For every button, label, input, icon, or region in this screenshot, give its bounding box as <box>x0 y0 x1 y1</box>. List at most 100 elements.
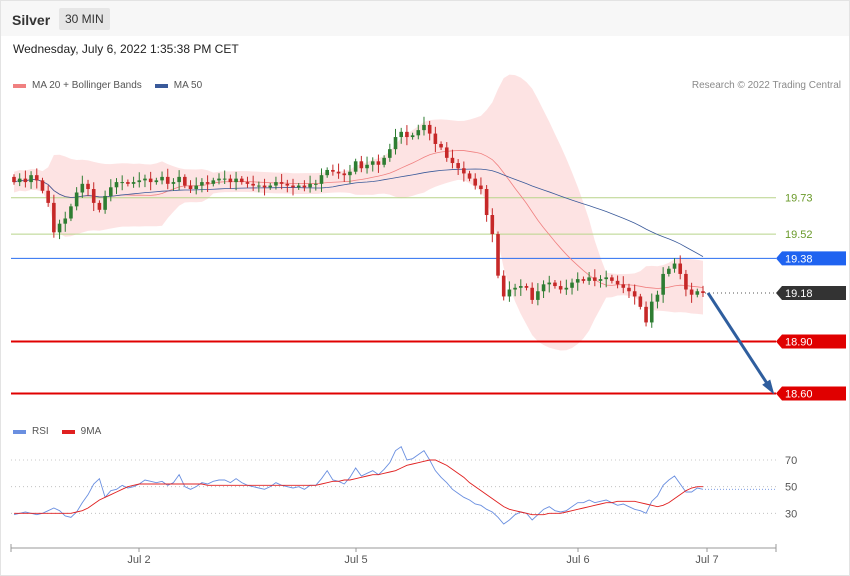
candle-body <box>593 277 597 281</box>
candle-body <box>444 147 449 158</box>
rsi-legend: RSI 9MA <box>13 426 114 437</box>
candle-body <box>638 296 643 307</box>
candle-body <box>388 149 392 158</box>
credit-text: Research © 2022 Trading Central <box>691 80 841 91</box>
candle-body <box>228 178 233 183</box>
candle-body <box>40 180 45 191</box>
legend-swatch-rsi <box>13 429 26 434</box>
candle-body <box>678 263 683 274</box>
candle-body <box>257 185 261 187</box>
candle-body <box>684 273 688 290</box>
level-label-pivot: 19.38 <box>785 253 813 265</box>
candle-body <box>131 182 136 184</box>
candle-body <box>217 178 221 181</box>
candle-body <box>17 178 22 183</box>
candle-body <box>518 286 523 288</box>
candle-body <box>610 277 614 281</box>
candle-body <box>200 182 204 186</box>
candle-body <box>109 187 113 196</box>
legend-label-ma20: MA 20 + Bollinger Bands <box>32 80 142 91</box>
candle-body <box>632 291 637 297</box>
candle-body <box>393 137 398 150</box>
candle-body <box>285 183 290 186</box>
candle-body <box>165 176 170 184</box>
candle-body <box>154 180 159 183</box>
level-label-resistance: 19.73 <box>785 193 813 205</box>
candle-body <box>513 287 517 290</box>
candle-body <box>279 182 284 184</box>
candle-body <box>553 282 557 287</box>
candle-body <box>422 124 426 131</box>
level-label-last: 19.18 <box>785 288 813 300</box>
candle-body <box>57 223 62 233</box>
level-label-support: 18.60 <box>785 388 813 400</box>
bollinger-band <box>14 74 703 351</box>
candle-body <box>222 178 227 180</box>
candle-body <box>575 279 580 283</box>
candle-body <box>558 286 563 290</box>
legend-item-rsi-ma: 9MA <box>61 426 102 437</box>
candle-body <box>490 215 495 235</box>
candle-body <box>427 124 432 134</box>
candle-body <box>34 175 39 181</box>
x-tick-label: Jul 6 <box>566 554 589 566</box>
legend-item-rsi: RSI <box>13 426 49 437</box>
level-label-resistance: 19.52 <box>785 229 813 241</box>
candle-body <box>194 185 199 190</box>
candle-body <box>644 306 648 323</box>
forecast-arrow-shaft <box>706 292 773 391</box>
candle-body <box>570 282 574 288</box>
candle-body <box>621 284 626 288</box>
candle-body <box>667 268 671 274</box>
level-tag-last <box>776 285 846 300</box>
level-tag-support <box>776 334 846 349</box>
candle-body <box>177 176 181 183</box>
candle-body <box>450 157 455 164</box>
candle-body <box>245 182 250 184</box>
candle-body <box>530 287 534 300</box>
candle-body <box>46 190 50 203</box>
candle-body <box>171 182 176 184</box>
timestamp: Wednesday, July 6, 2022 1:35:38 PM CET <box>13 42 239 56</box>
timeframe-button[interactable]: 30 MIN <box>59 8 110 30</box>
level-tag-support <box>776 386 846 401</box>
candle-body <box>262 185 267 188</box>
ma20-line <box>13 150 704 289</box>
candle-body <box>433 133 438 144</box>
candle-body <box>342 173 347 176</box>
candle-body <box>205 182 210 184</box>
candle-body <box>587 277 591 281</box>
candle-body <box>188 185 193 190</box>
candle-body <box>29 175 33 183</box>
candle-body <box>114 182 119 188</box>
candle-body <box>462 168 466 174</box>
candle-body <box>325 169 329 176</box>
candle-body <box>359 161 364 169</box>
candle-body <box>365 164 369 169</box>
candle-body <box>484 189 489 216</box>
candle-body <box>473 178 478 186</box>
candle-body <box>211 180 216 184</box>
candle-body <box>12 176 16 183</box>
legend-label-rsi: RSI <box>32 426 49 437</box>
candle-body <box>536 291 540 300</box>
rsi-tick-label: 50 <box>785 482 797 494</box>
legend-label-rsi-ma: 9MA <box>80 426 102 437</box>
level-label-support: 18.90 <box>785 336 813 348</box>
candle-body <box>604 277 608 280</box>
candle-body <box>370 161 375 165</box>
symbol-title: Silver <box>12 12 51 28</box>
legend-swatch-ma20 <box>13 83 26 88</box>
candle-body <box>160 176 164 181</box>
candle-body <box>496 234 500 276</box>
candle-body <box>80 183 85 193</box>
forecast-arrow-head <box>762 379 775 395</box>
candle-body <box>126 182 130 184</box>
x-tick-label: Jul 2 <box>127 554 150 566</box>
candle-body <box>382 157 386 165</box>
candle-body <box>23 178 28 183</box>
candle-body <box>291 185 295 188</box>
candles-group <box>12 116 705 328</box>
candle-body <box>331 169 335 172</box>
candle-body <box>148 178 153 183</box>
